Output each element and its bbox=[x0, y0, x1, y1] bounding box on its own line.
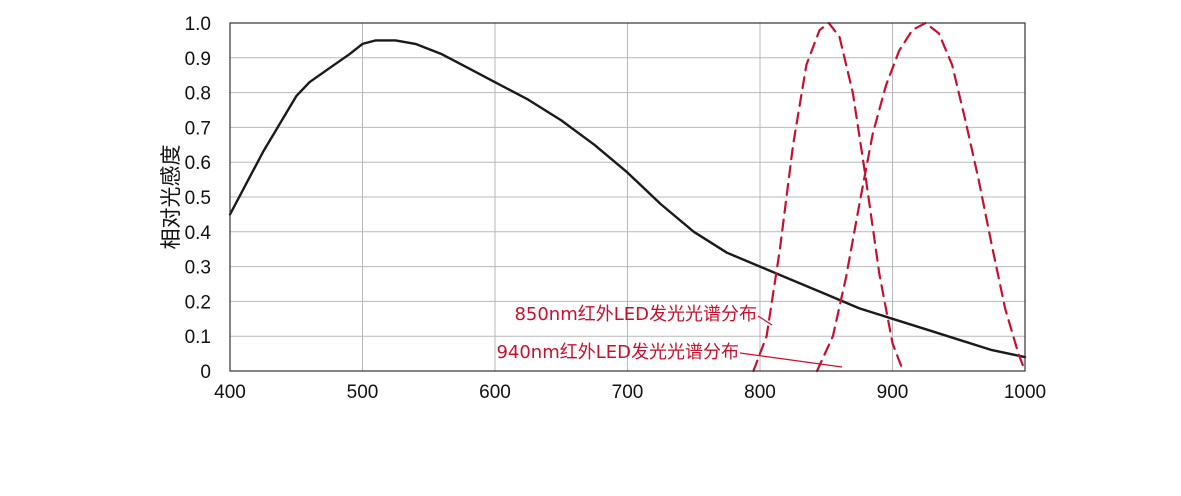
y-tick-label: 0.3 bbox=[185, 258, 211, 279]
y-tick-label: 0.1 bbox=[185, 327, 211, 348]
led-annotation-label: 940nm红外LED发光光谱分布 bbox=[496, 342, 739, 363]
x-tick-label: 500 bbox=[347, 382, 379, 403]
y-tick-label: 0.7 bbox=[185, 118, 211, 139]
x-tick-label: 600 bbox=[479, 382, 511, 403]
annotation-leader-line bbox=[757, 315, 773, 326]
annotation-leader-line bbox=[739, 352, 843, 368]
y-tick-label: 0.5 bbox=[185, 188, 211, 209]
y-tick-label: 0.6 bbox=[185, 153, 211, 174]
plot-frame bbox=[229, 22, 1026, 372]
led-annotation-label: 850nm红外LED发光光谱分布 bbox=[514, 304, 757, 325]
y-tick-label: 0.8 bbox=[185, 84, 211, 105]
y-tick-labels: 0 0.1 0.2 0.3 0.4 0.5 0.6 0.7 0.8 0.9 1.0 bbox=[185, 14, 212, 383]
x-tick-label: 900 bbox=[877, 382, 909, 403]
x-tick-label: 700 bbox=[612, 382, 644, 403]
x-tick-labels: 400 500 600 700 800 900 1000 bbox=[214, 382, 1046, 403]
y-axis-label: 相对光感度 bbox=[159, 145, 183, 250]
sensitivity-curve-line bbox=[228, 39, 1027, 359]
y-tick-label: 0.2 bbox=[185, 292, 211, 313]
y-tick-label: 1.0 bbox=[185, 14, 211, 35]
y-tick-label: 0 bbox=[200, 362, 211, 383]
x-tick-label: 400 bbox=[214, 382, 246, 403]
x-tick-label: 1000 bbox=[1004, 382, 1046, 403]
y-tick-label: 0.9 bbox=[185, 49, 211, 70]
y-tick-label: 0.4 bbox=[185, 223, 212, 244]
x-tick-label: 800 bbox=[744, 382, 776, 403]
annotations: 850nm红外LED发光光谱分布 940nm红外LED发光光谱分布 bbox=[496, 304, 843, 368]
